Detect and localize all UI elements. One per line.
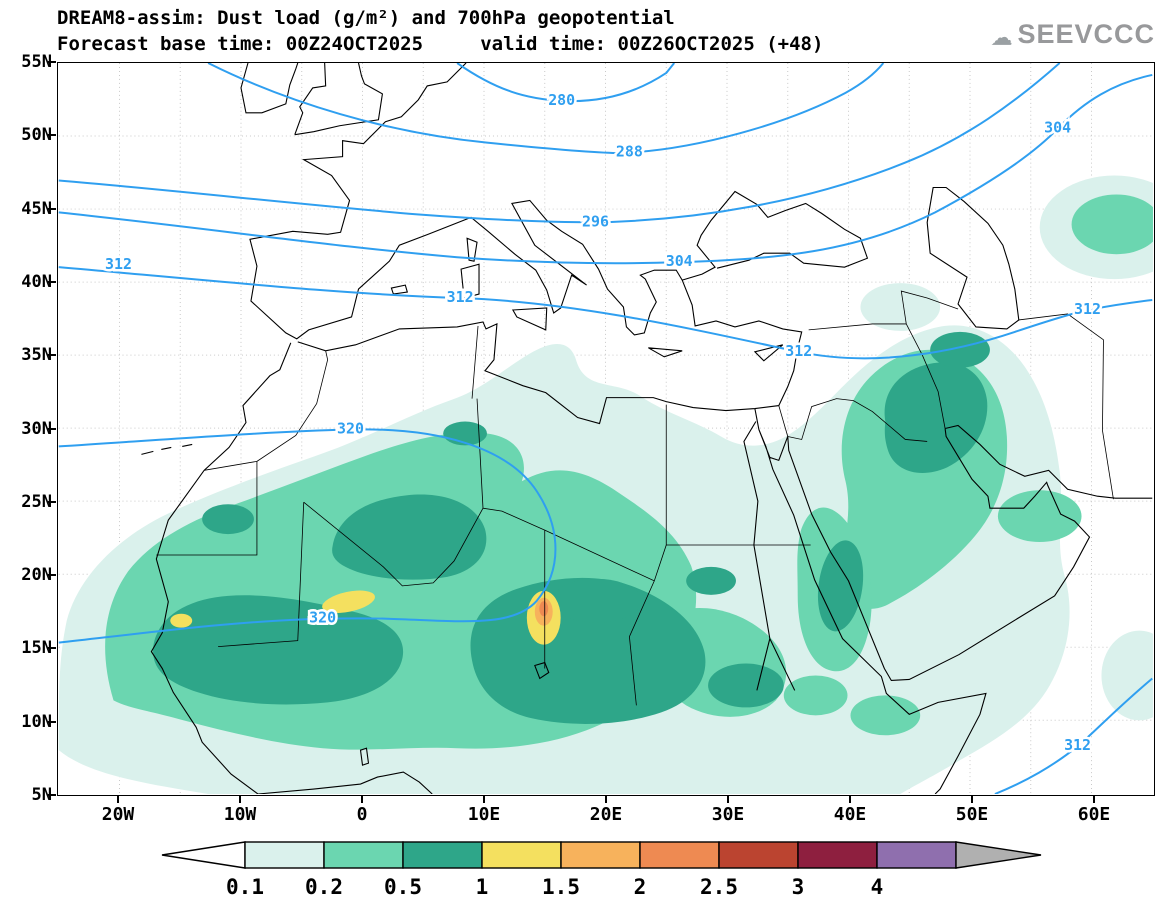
colorbar-segment bbox=[797, 841, 878, 869]
colorbar-tick-label: 0.1 bbox=[226, 875, 264, 899]
x-axis-tick-label: 10W bbox=[223, 804, 257, 825]
y-axis-tick-label: 25N bbox=[21, 491, 52, 512]
x-axis-tick bbox=[239, 796, 241, 803]
cloud-icon: ☁ bbox=[990, 13, 1013, 54]
colorbar-segment bbox=[876, 841, 957, 869]
chart-subtitle: Forecast base time: 00Z24OCT2025 valid t… bbox=[57, 33, 824, 55]
contour-label: 312 bbox=[1074, 300, 1101, 318]
contour-label: 320 bbox=[309, 609, 336, 627]
geopotential-contour-labels: 280 288 296 304 304 312 312 312 312 312 … bbox=[103, 88, 1104, 756]
contour-label: 304 bbox=[666, 252, 693, 270]
x-axis-tick-label: 60E bbox=[1077, 804, 1111, 825]
colorbar-tick-label: 0.5 bbox=[384, 875, 422, 899]
colorbar-segment bbox=[481, 841, 562, 869]
y-axis-tick bbox=[48, 134, 56, 137]
x-axis-tick bbox=[605, 796, 607, 803]
x-axis-tick bbox=[727, 796, 729, 803]
colorbar-tick-label: 1 bbox=[476, 875, 489, 899]
y-axis-tick bbox=[48, 61, 56, 63]
x-axis-tick bbox=[1093, 796, 1095, 803]
contour-label: 312 bbox=[1064, 736, 1091, 754]
logo-text: SEEVCCC bbox=[1017, 18, 1155, 49]
y-axis-tick-label: 20N bbox=[21, 565, 52, 586]
colorbar-tick-label: 2.5 bbox=[700, 875, 738, 899]
colorbar-canvas: 0.1 0.2 0.5 1 1.5 2 2.5 3 4 bbox=[161, 841, 1042, 899]
map-plot-area: 280 288 296 304 304 312 312 312 312 312 … bbox=[57, 62, 1155, 796]
x-axis-tick bbox=[483, 796, 485, 803]
x-axis-tick bbox=[849, 796, 851, 803]
x-axis-tick-label: 20W bbox=[101, 804, 135, 825]
y-axis-tick bbox=[48, 280, 56, 283]
colorbar-legend: 0.1 0.2 0.5 1 1.5 2 2.5 3 4 bbox=[150, 840, 1050, 904]
contour-296 bbox=[58, 63, 1061, 224]
contour-label: 312 bbox=[785, 342, 812, 360]
contour-label: 280 bbox=[548, 91, 575, 109]
y-axis-tick-label: 35N bbox=[21, 345, 52, 366]
x-axis-tick bbox=[117, 796, 119, 803]
y-axis-tick bbox=[48, 207, 56, 210]
colorbar-tick-label: 4 bbox=[871, 875, 884, 899]
x-axis-tick-label: 30E bbox=[711, 804, 745, 825]
contour-312-south bbox=[994, 677, 1153, 794]
y-axis-tick-label: 40N bbox=[21, 271, 52, 292]
y-axis-tick-label: 45N bbox=[21, 198, 52, 219]
colorbar-tick-label: 0.2 bbox=[305, 875, 343, 899]
contour-304 bbox=[58, 73, 1153, 265]
x-axis-tick-label: 40E bbox=[833, 804, 867, 825]
y-axis-tick bbox=[48, 500, 56, 503]
chart-title: DREAM8-assim: Dust load (g/m²) and 700hP… bbox=[57, 7, 675, 29]
colorbar-tick-label: 1.5 bbox=[542, 875, 580, 899]
x-axis-tick bbox=[361, 796, 363, 803]
y-axis-tick bbox=[48, 354, 56, 357]
contour-280 bbox=[456, 63, 675, 103]
x-axis-tick-label: 0 bbox=[356, 804, 368, 825]
x-axis-tick bbox=[971, 796, 973, 803]
contour-label: 312 bbox=[105, 255, 132, 273]
colorbar-segment bbox=[323, 841, 404, 869]
dust-level-2 bbox=[539, 601, 549, 617]
y-axis-tick bbox=[48, 574, 56, 577]
contour-288 bbox=[207, 63, 885, 155]
colorbar-tick-label: 2 bbox=[634, 875, 647, 899]
colorbar-arrow-left bbox=[161, 841, 246, 869]
y-axis-tick bbox=[48, 647, 56, 650]
contour-label: 288 bbox=[616, 143, 643, 161]
map-canvas: 280 288 296 304 304 312 312 312 312 312 … bbox=[58, 63, 1153, 794]
colorbar-segment bbox=[639, 841, 720, 869]
y-axis-tick-label: 15N bbox=[21, 638, 52, 659]
colorbar-arrow-right bbox=[955, 841, 1042, 869]
contour-label: 304 bbox=[1044, 119, 1071, 137]
colorbar-segment bbox=[560, 841, 641, 869]
contour-320 bbox=[58, 428, 557, 644]
colorbar-segment bbox=[402, 841, 483, 869]
y-axis-tick-label: 55N bbox=[21, 52, 52, 72]
y-axis-tick-label: 30N bbox=[21, 418, 52, 439]
contour-label: 312 bbox=[447, 288, 474, 306]
contour-label: 296 bbox=[582, 212, 609, 230]
geopotential-contours bbox=[58, 63, 1153, 794]
y-axis-tick bbox=[48, 427, 56, 430]
y-axis-tick bbox=[48, 794, 56, 796]
colorbar-segment bbox=[718, 841, 799, 869]
contour-label: 320 bbox=[337, 419, 364, 437]
y-axis-tick-label: 5N bbox=[31, 785, 52, 805]
contour-312 bbox=[58, 266, 1153, 360]
colorbar-segment bbox=[244, 841, 325, 869]
x-axis-tick-label: 20E bbox=[589, 804, 623, 825]
seevccc-logo: ☁ SEEVCCC bbox=[991, 16, 1155, 52]
colorbar-tick-label: 3 bbox=[792, 875, 805, 899]
country-borders bbox=[156, 290, 1114, 706]
y-axis-tick-label: 50N bbox=[21, 125, 52, 146]
x-axis-tick-label: 50E bbox=[955, 804, 989, 825]
y-axis-tick bbox=[48, 720, 56, 723]
x-axis-tick-label: 10E bbox=[467, 804, 501, 825]
y-axis-tick-label: 10N bbox=[21, 711, 52, 732]
